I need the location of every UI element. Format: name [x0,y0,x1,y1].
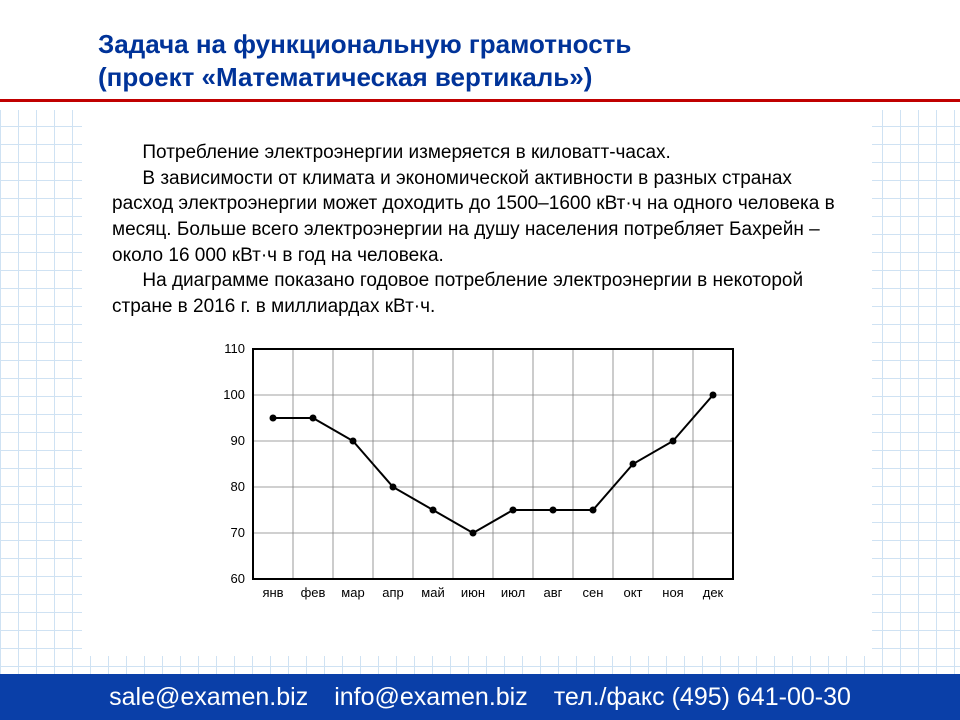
title-line-1: Задача на функциональную грамотность [98,28,900,61]
svg-text:фев: фев [301,585,326,600]
svg-text:80: 80 [231,479,245,494]
svg-text:окт: окт [623,585,642,600]
title-underline [0,99,960,102]
svg-text:90: 90 [231,433,245,448]
svg-text:янв: янв [262,585,283,600]
svg-text:июл: июл [501,585,525,600]
line-chart: 60 70 80 90 100 110 янв февмар апр май июн июл авг се… [211,341,743,607]
svg-text:60: 60 [231,571,245,586]
svg-text:июн: июн [461,585,485,600]
content-panel: Потребление электроэнергии измеряется в … [82,110,872,656]
footer-email-1: sale@examen.biz [109,683,308,712]
footer-phone: тел./факс (495) 641-00-30 [554,683,851,712]
footer-email-2: info@examen.biz [334,683,528,712]
footer-bar: sale@examen.biz info@examen.biz тел./фак… [0,674,960,720]
svg-text:мар: мар [341,585,364,600]
svg-text:70: 70 [231,525,245,540]
slide-title: Задача на функциональную грамотность (пр… [98,28,900,93]
paragraph-3: На диаграмме показано годовое потреблени… [112,268,842,319]
svg-text:110: 110 [224,341,245,356]
svg-text:100: 100 [223,387,245,402]
chart-container: 60 70 80 90 100 110 янв февмар апр май июн июл авг се… [112,341,842,607]
svg-text:апр: апр [382,585,404,600]
body-text: Потребление электроэнергии измеряется в … [112,140,842,319]
svg-text:дек: дек [703,585,724,600]
svg-text:авг: авг [544,585,563,600]
paragraph-2: В зависимости от климата и экономической… [112,166,842,269]
svg-text:ноя: ноя [662,585,683,600]
title-line-2: (проект «Математическая вертикаль») [98,61,900,94]
svg-text:сен: сен [583,585,604,600]
paragraph-1: Потребление электроэнергии измеряется в … [112,140,842,166]
svg-text:май: май [421,585,444,600]
